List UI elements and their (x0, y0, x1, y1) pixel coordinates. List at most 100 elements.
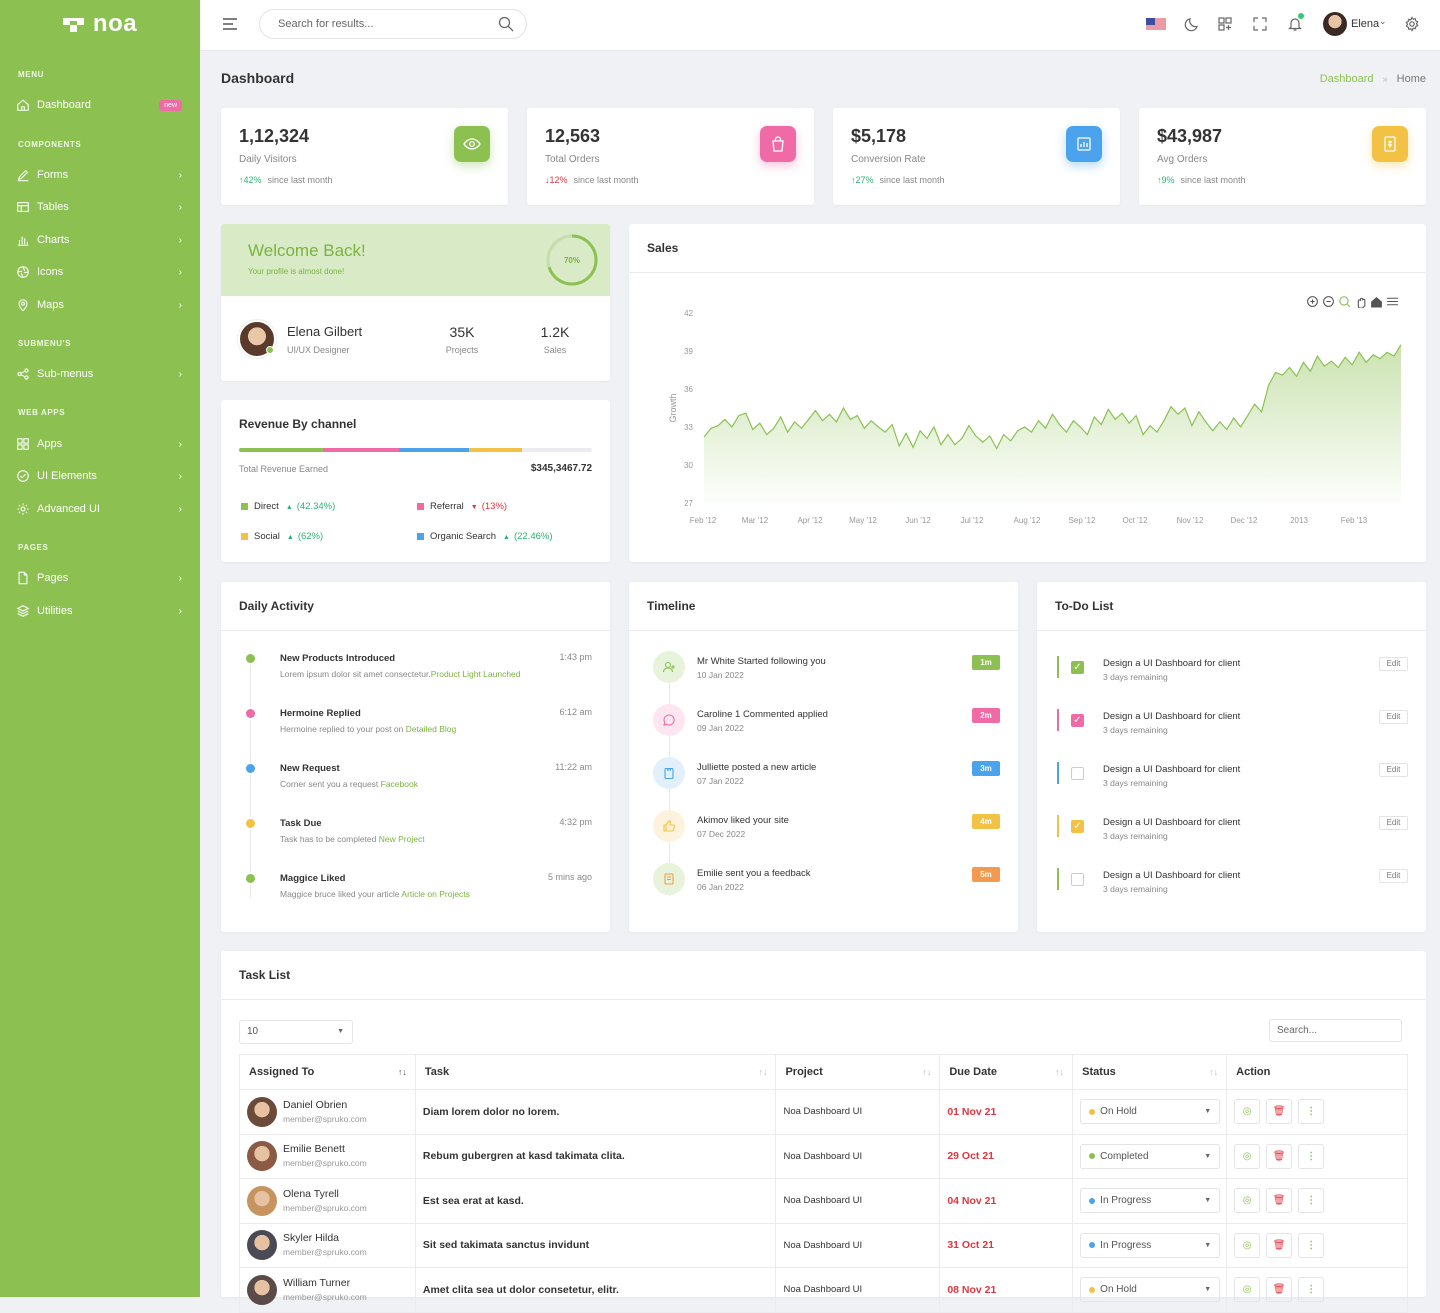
sort-icon[interactable]: ↑↓ (1055, 1067, 1065, 1077)
todo-edit-button[interactable]: Edit (1379, 816, 1408, 830)
projects-count: 35K (449, 324, 475, 340)
column-header[interactable]: Project ↑↓ (775, 1054, 941, 1090)
delete-button[interactable]: 🗑 (1266, 1232, 1293, 1258)
avatar (247, 1230, 277, 1261)
sidebar-item-pages[interactable]: Pages › (0, 563, 200, 593)
zoom-out-icon[interactable] (1322, 295, 1335, 308)
sidebar-item-utilities[interactable]: Utilities › (0, 596, 200, 626)
assignee-info: Olena Tyrell member@spruko.com (283, 1187, 367, 1215)
activity-dot (246, 764, 255, 773)
sidebar-item-forms[interactable]: Forms › (0, 160, 200, 190)
approve-button[interactable]: ◎ (1234, 1277, 1261, 1303)
stat-card: 12,563 Total Orders ↓12% since last month (527, 108, 814, 205)
search-input[interactable]: Search for results... (259, 9, 527, 39)
search-icon[interactable] (498, 16, 514, 32)
more-button[interactable]: ⋮ (1298, 1143, 1325, 1169)
todo-checkbox[interactable] (1071, 767, 1084, 780)
sidebar-item-ui-elements[interactable]: UI Elements › (0, 461, 200, 491)
column-header[interactable]: Due Date ↑↓ (939, 1054, 1074, 1090)
todo-edit-button[interactable]: Edit (1379, 710, 1408, 724)
sidebar-item-icons[interactable]: Icons › (0, 257, 200, 287)
apps-icon[interactable] (1217, 16, 1233, 32)
column-header[interactable]: Task ↑↓ (414, 1054, 777, 1090)
status-select[interactable]: Completed ▼ (1080, 1143, 1221, 1169)
sidebar-item-maps[interactable]: Maps › (0, 290, 200, 320)
channel-percent: (13%) (481, 501, 508, 512)
stat-change: ↑42% since last month (239, 175, 333, 185)
approve-button[interactable]: ◎ (1234, 1232, 1261, 1258)
todo-edit-button[interactable]: Edit (1379, 657, 1408, 671)
caret-down-icon: ▼ (1204, 1108, 1212, 1116)
legend-swatch (241, 532, 248, 540)
bell-icon[interactable] (1287, 16, 1303, 32)
us-flag-icon[interactable] (1146, 18, 1166, 31)
settings-icon[interactable] (1404, 16, 1420, 32)
pan-icon[interactable] (1354, 295, 1367, 309)
breadcrumb-dashboard[interactable]: Dashboard (1319, 73, 1374, 85)
user-name[interactable]: Elena (1351, 18, 1380, 30)
column-header[interactable]: Status ↑↓ (1072, 1054, 1228, 1090)
delete-button[interactable]: 🗑 (1266, 1188, 1293, 1214)
moon-icon[interactable] (1184, 16, 1200, 32)
todo-sub: 3 days remaining (1103, 725, 1168, 735)
page-size-value: 10 (247, 1026, 259, 1037)
more-button[interactable]: ⋮ (1298, 1188, 1325, 1214)
activity-link[interactable]: New Project (378, 834, 425, 844)
page-title: Dashboard (221, 70, 295, 86)
approve-button[interactable]: ◎ (1234, 1099, 1261, 1125)
divider (1037, 630, 1426, 631)
more-button[interactable]: ⋮ (1298, 1099, 1325, 1125)
more-button[interactable]: ⋮ (1298, 1232, 1325, 1258)
activity-link[interactable]: Article on Projects (401, 889, 470, 899)
approve-button[interactable]: ◎ (1234, 1188, 1261, 1214)
table-search-input[interactable]: Search... (1269, 1019, 1402, 1042)
delete-button[interactable]: 🗑 (1266, 1277, 1293, 1303)
menu-icon[interactable] (223, 18, 237, 30)
delete-button[interactable]: 🗑 (1266, 1099, 1293, 1125)
task-cell: Sit sed takimata sanctus invidunt (414, 1222, 777, 1268)
sort-icon[interactable]: ↑↓ (397, 1067, 407, 1077)
todo-checkbox[interactable] (1071, 873, 1084, 886)
activity-desc-text: Task has to be completed (280, 834, 379, 844)
sidebar-item-tables[interactable]: Tables › (0, 192, 200, 222)
chevron-down-icon[interactable]: ⌄ (1379, 16, 1387, 26)
sidebar-item-charts[interactable]: Charts › (0, 225, 200, 255)
sidebar-item-advanced-ui[interactable]: Advanced UI › (0, 494, 200, 524)
delete-button[interactable]: 🗑 (1266, 1143, 1293, 1169)
trash-icon: 🗑 (1272, 1106, 1286, 1118)
activity-link[interactable]: Product Light Launched (430, 669, 521, 679)
column-header[interactable]: Assigned To ↑↓ (239, 1054, 416, 1090)
brand-logo[interactable]: noa (0, 0, 200, 48)
status-select[interactable]: On Hold ▼ (1080, 1277, 1221, 1303)
reset-home-icon[interactable] (1370, 295, 1383, 308)
avatar[interactable] (1323, 12, 1347, 36)
sidebar-item-submenus[interactable]: Sub-menus › (0, 359, 200, 389)
page-size-select[interactable]: 10 ▼ (239, 1020, 353, 1044)
activity-link[interactable]: Facebook (380, 779, 418, 789)
approve-button[interactable]: ◎ (1234, 1143, 1261, 1169)
sort-icon[interactable]: ↑↓ (758, 1067, 768, 1077)
menu-icon[interactable] (1386, 295, 1399, 308)
status-select[interactable]: On Hold ▼ (1080, 1099, 1221, 1125)
chevron-right-icon: › (178, 503, 182, 515)
avatar (247, 1185, 277, 1216)
status-select[interactable]: In Progress ▼ (1080, 1232, 1221, 1258)
status-select[interactable]: In Progress ▼ (1080, 1188, 1221, 1214)
sidebar-item-apps[interactable]: Apps › (0, 429, 200, 459)
more-button[interactable]: ⋮ (1298, 1277, 1325, 1303)
todo-checkbox[interactable]: ✓ (1071, 820, 1084, 833)
sort-icon[interactable]: ↑↓ (922, 1067, 932, 1077)
todo-checkbox[interactable]: ✓ (1071, 661, 1084, 674)
sort-icon[interactable]: ↑↓ (1209, 1067, 1219, 1077)
fullscreen-icon[interactable] (1252, 16, 1268, 32)
column-header[interactable]: Action (1226, 1054, 1408, 1090)
table-search-placeholder: Search... (1277, 1025, 1318, 1036)
sidebar-item-dashboard[interactable]: Dashboard new (0, 90, 200, 120)
assignee-email: member@spruko.com (283, 1113, 367, 1124)
todo-edit-button[interactable]: Edit (1379, 763, 1408, 777)
todo-checkbox[interactable]: ✓ (1071, 714, 1084, 727)
zoom-select-icon[interactable] (1338, 295, 1351, 308)
activity-link[interactable]: Detailed Blog (405, 724, 457, 734)
zoom-in-icon[interactable] (1306, 295, 1319, 308)
todo-edit-button[interactable]: Edit (1379, 869, 1408, 883)
